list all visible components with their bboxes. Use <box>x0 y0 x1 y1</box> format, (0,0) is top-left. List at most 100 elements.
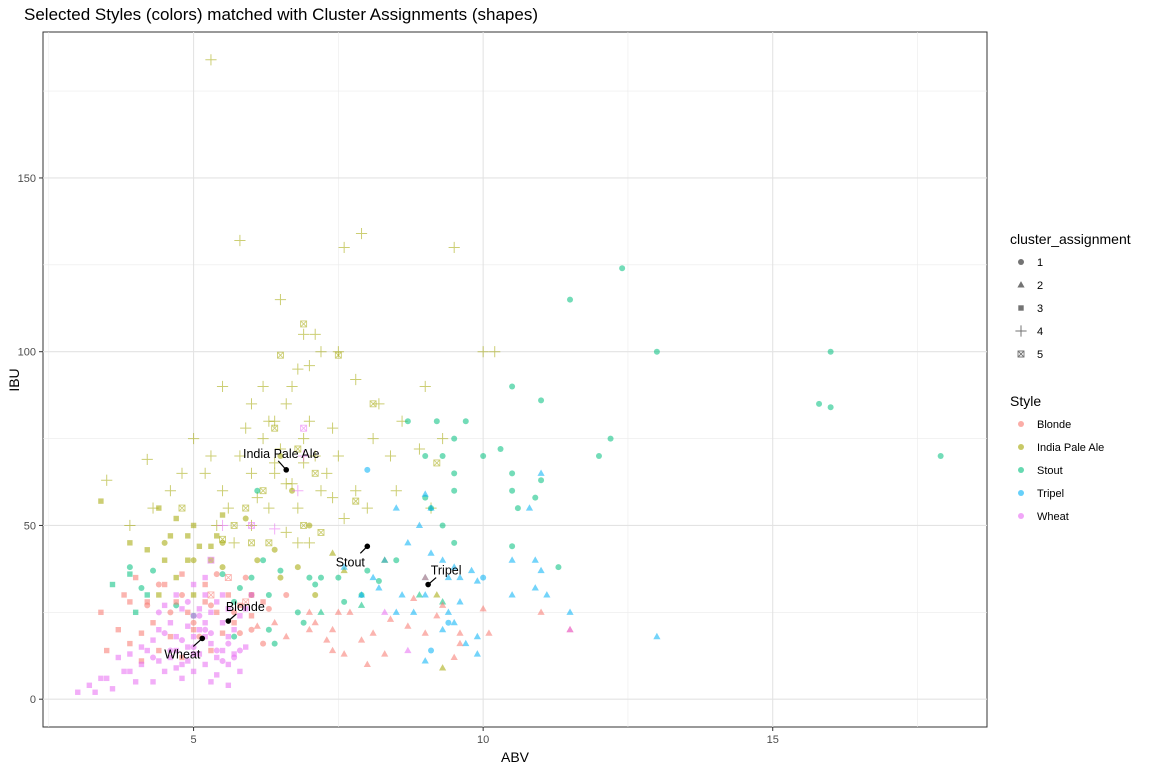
data-point <box>208 543 214 549</box>
data-point <box>190 668 197 675</box>
data-point <box>237 613 243 619</box>
legend-cluster-key <box>1017 281 1025 288</box>
data-point <box>294 445 302 453</box>
data-point <box>242 598 250 606</box>
data-point <box>415 591 424 598</box>
data-point <box>126 564 133 571</box>
data-point <box>167 633 174 640</box>
legend-cluster-label: 1 <box>1037 257 1043 269</box>
data-point <box>827 348 834 355</box>
data-point <box>231 620 237 626</box>
data-point <box>234 450 246 462</box>
data-point <box>167 654 174 661</box>
data-point <box>254 557 261 564</box>
centroid-label: India Pale Ale <box>243 447 319 461</box>
data-point <box>303 537 316 549</box>
data-point <box>352 497 360 505</box>
data-point <box>300 424 308 432</box>
data-point <box>451 470 458 477</box>
data-point <box>269 523 281 535</box>
x-tick-label: 10 <box>477 734 489 746</box>
data-point <box>144 602 151 609</box>
data-point <box>190 613 197 619</box>
data-point <box>245 398 258 410</box>
data-point <box>127 668 133 675</box>
data-point <box>234 234 246 247</box>
data-point <box>340 566 348 574</box>
data-point <box>508 591 516 598</box>
data-point <box>509 383 516 390</box>
chart-title: Selected Styles (colors) matched with Cl… <box>24 5 538 24</box>
data-point <box>225 606 232 612</box>
data-point <box>202 574 208 581</box>
data-point <box>216 380 229 393</box>
data-point <box>127 640 133 647</box>
data-point <box>121 592 127 598</box>
data-point <box>127 571 133 577</box>
data-point <box>254 487 261 494</box>
data-point <box>444 608 452 615</box>
centroid-point <box>425 581 431 588</box>
data-point <box>190 522 197 529</box>
data-point <box>263 502 275 514</box>
data-point <box>156 592 162 598</box>
data-point <box>509 487 516 494</box>
data-point <box>156 658 162 664</box>
data-point <box>312 591 319 598</box>
data-point <box>433 591 441 598</box>
data-point <box>214 533 220 539</box>
data-point <box>340 563 348 570</box>
data-point <box>340 650 348 657</box>
y-tick-label: 50 <box>24 520 36 532</box>
data-point <box>338 241 350 254</box>
data-point <box>317 528 325 536</box>
data-point <box>350 485 362 497</box>
data-point <box>317 574 324 581</box>
data-point <box>375 578 382 585</box>
data-point <box>202 620 208 626</box>
data-point <box>427 549 435 556</box>
data-point <box>282 632 290 640</box>
data-point <box>421 591 429 598</box>
data-point <box>231 627 237 633</box>
data-point <box>298 328 310 340</box>
data-point <box>404 622 412 629</box>
data-point <box>398 591 406 598</box>
data-point <box>300 522 308 529</box>
data-point <box>450 653 458 661</box>
data-point <box>207 556 215 564</box>
data-point <box>827 404 834 411</box>
data-point <box>161 630 168 637</box>
data-point <box>185 644 191 650</box>
data-point <box>451 435 458 442</box>
data-point <box>456 639 464 647</box>
data-point <box>155 581 162 588</box>
centroid-point <box>199 635 206 642</box>
data-point <box>150 620 156 626</box>
data-point <box>462 639 470 647</box>
data-point <box>202 633 208 640</box>
legend-cluster-label: 2 <box>1037 280 1043 292</box>
data-point <box>303 360 316 372</box>
data-point <box>138 644 145 650</box>
data-point <box>208 679 214 685</box>
data-point <box>361 502 373 514</box>
data-point <box>260 640 267 647</box>
y-tick-label: 0 <box>30 694 36 706</box>
data-point <box>178 637 185 644</box>
data-point <box>509 543 516 550</box>
data-point <box>816 400 823 407</box>
legend-style-key <box>1018 467 1024 473</box>
data-point <box>150 679 156 685</box>
data-point <box>219 512 226 518</box>
data-point <box>311 618 319 626</box>
data-point <box>167 647 174 654</box>
data-point <box>242 515 249 522</box>
data-point <box>311 469 319 477</box>
data-point <box>294 564 301 571</box>
data-point <box>173 515 179 522</box>
data-point <box>231 598 238 605</box>
data-point <box>248 592 255 598</box>
data-point <box>413 443 426 455</box>
